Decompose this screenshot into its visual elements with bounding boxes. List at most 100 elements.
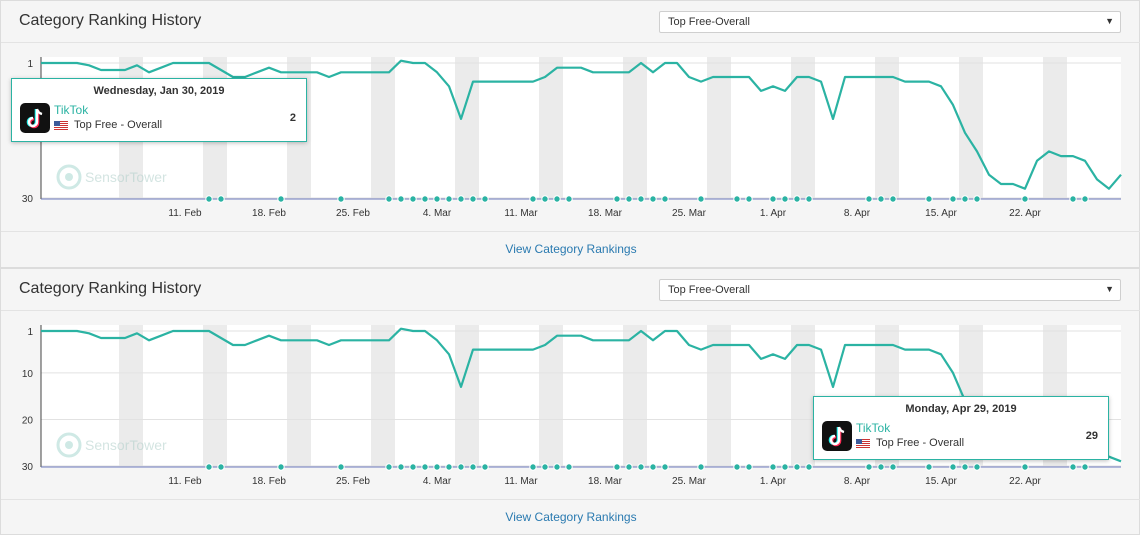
update-marker bbox=[385, 463, 393, 471]
update-marker bbox=[457, 195, 465, 203]
x-tick-label: 18. Feb bbox=[252, 208, 286, 219]
update-marker bbox=[769, 195, 777, 203]
weekend-band bbox=[623, 57, 647, 199]
tooltip-app-name[interactable]: TikTok bbox=[54, 103, 89, 117]
update-marker bbox=[805, 195, 813, 203]
sensortower-watermark: SensorTower bbox=[56, 164, 167, 190]
weekend-band bbox=[1043, 57, 1067, 199]
update-marker bbox=[637, 195, 645, 203]
x-tick-label: 4. Mar bbox=[423, 476, 452, 487]
y-tick-label: 30 bbox=[22, 194, 34, 205]
x-tick-label: 11. Feb bbox=[168, 208, 202, 219]
tiktok-app-icon bbox=[822, 421, 852, 451]
watermark-text: SensorTower bbox=[85, 169, 167, 185]
view-category-rankings-link[interactable]: View Category Rankings bbox=[505, 510, 637, 524]
update-marker bbox=[637, 463, 645, 471]
update-marker bbox=[541, 463, 549, 471]
update-marker bbox=[541, 195, 549, 203]
update-marker bbox=[649, 195, 657, 203]
x-tick-label: 25. Mar bbox=[672, 208, 707, 219]
update-marker bbox=[277, 463, 285, 471]
update-marker bbox=[445, 463, 453, 471]
x-tick-label: 22. Apr bbox=[1009, 208, 1041, 219]
y-tick-label: 1 bbox=[27, 327, 33, 338]
update-marker bbox=[217, 195, 225, 203]
x-tick-label: 25. Mar bbox=[672, 476, 707, 487]
update-marker bbox=[889, 195, 897, 203]
update-marker bbox=[337, 195, 345, 203]
update-marker bbox=[949, 195, 957, 203]
x-tick-label: 15. Apr bbox=[925, 208, 957, 219]
update-marker bbox=[973, 463, 981, 471]
category-select-value: Top Free-Overall bbox=[668, 16, 750, 28]
chevron-down-icon: ▼ bbox=[1105, 284, 1114, 294]
update-marker bbox=[949, 463, 957, 471]
y-tick-label: 1 bbox=[27, 59, 33, 70]
update-marker bbox=[565, 195, 573, 203]
x-tick-label: 25. Feb bbox=[336, 208, 370, 219]
update-marker bbox=[1069, 195, 1077, 203]
update-marker bbox=[793, 195, 801, 203]
us-flag-icon bbox=[54, 121, 68, 130]
update-marker bbox=[613, 463, 621, 471]
x-tick-label: 18. Feb bbox=[252, 476, 286, 487]
tooltip-rank: 29 bbox=[1085, 430, 1098, 442]
chart-tooltip: Wednesday, Jan 30, 2019 TikTok Top Free … bbox=[11, 78, 307, 142]
update-marker bbox=[865, 195, 873, 203]
update-marker bbox=[1021, 463, 1029, 471]
update-marker bbox=[793, 463, 801, 471]
update-marker bbox=[697, 195, 705, 203]
update-marker bbox=[553, 463, 561, 471]
update-marker bbox=[865, 463, 873, 471]
weekend-band bbox=[539, 325, 563, 467]
update-marker bbox=[973, 195, 981, 203]
x-tick-label: 1. Apr bbox=[760, 476, 787, 487]
y-tick-label: 10 bbox=[22, 369, 34, 380]
update-marker bbox=[649, 463, 657, 471]
update-marker bbox=[397, 463, 405, 471]
update-marker bbox=[1069, 463, 1077, 471]
panel-header: Category Ranking History Top Free-Overal… bbox=[1, 1, 1140, 43]
update-marker bbox=[469, 463, 477, 471]
category-select[interactable]: Top Free-Overall ▼ bbox=[659, 11, 1121, 33]
weekend-band bbox=[707, 325, 731, 467]
x-tick-label: 11. Feb bbox=[168, 476, 202, 487]
update-marker bbox=[925, 195, 933, 203]
update-marker bbox=[745, 195, 753, 203]
update-marker bbox=[385, 195, 393, 203]
update-marker bbox=[745, 463, 753, 471]
ranking-line bbox=[41, 327, 1122, 463]
watermark-logo-icon bbox=[56, 432, 82, 458]
weekend-band bbox=[371, 57, 395, 199]
update-marker bbox=[697, 463, 705, 471]
x-tick-label: 8. Apr bbox=[844, 476, 871, 487]
update-marker bbox=[529, 463, 537, 471]
x-tick-label: 1. Apr bbox=[760, 208, 787, 219]
tooltip-app-name[interactable]: TikTok bbox=[856, 421, 891, 435]
update-marker bbox=[625, 195, 633, 203]
update-marker bbox=[733, 195, 741, 203]
view-category-rankings-link[interactable]: View Category Rankings bbox=[505, 242, 637, 256]
weekend-band bbox=[203, 325, 227, 467]
panel-title: Category Ranking History bbox=[19, 12, 202, 29]
update-marker bbox=[1081, 463, 1089, 471]
panel-title: Category Ranking History bbox=[19, 280, 202, 297]
watermark-logo-dot bbox=[65, 441, 73, 449]
panel-header: Category Ranking History Top Free-Overal… bbox=[1, 269, 1140, 311]
watermark-logo-icon bbox=[56, 164, 82, 190]
update-marker bbox=[781, 195, 789, 203]
update-marker bbox=[433, 463, 441, 471]
x-tick-label: 25. Feb bbox=[336, 476, 370, 487]
ranking-line bbox=[41, 59, 1122, 190]
chart-tooltip: Monday, Apr 29, 2019 TikTok Top Free - O… bbox=[813, 396, 1109, 460]
update-marker bbox=[769, 463, 777, 471]
update-marker bbox=[205, 195, 213, 203]
update-marker bbox=[1081, 195, 1089, 203]
update-marker bbox=[205, 463, 213, 471]
update-marker bbox=[409, 463, 417, 471]
update-marker bbox=[613, 195, 621, 203]
update-marker bbox=[805, 463, 813, 471]
category-select[interactable]: Top Free-Overall ▼ bbox=[659, 279, 1121, 301]
x-tick-label: 18. Mar bbox=[588, 476, 623, 487]
update-marker bbox=[565, 463, 573, 471]
